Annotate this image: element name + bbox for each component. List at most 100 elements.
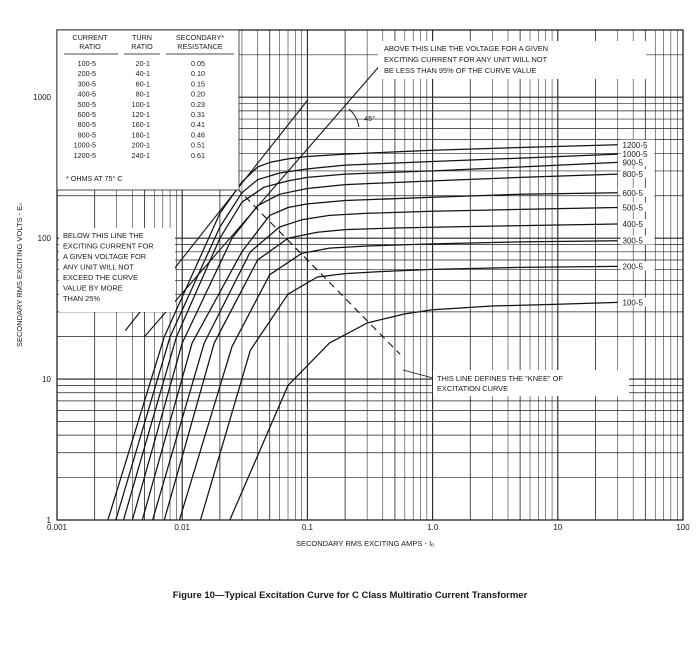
table-cell-resistance: 0.23 <box>191 100 205 109</box>
series-label-400-5: 400-5 <box>623 220 644 229</box>
table-header-line2: RATIO <box>131 42 153 51</box>
below-note-line: EXCITING CURRENT FOR <box>63 242 154 251</box>
tick-labels-layer: 0.001 0.01 0.1 1.0 10 100 1 10 100 1000 <box>33 93 690 532</box>
below-note-line: THAN 25% <box>63 294 100 303</box>
x-tick-label: 0.001 <box>47 523 68 532</box>
below-note-line: A GIVEN VOLTAGE FOR <box>63 252 146 261</box>
table-cell-resistance: 0.15 <box>191 79 205 88</box>
knee-note-line: EXCITATION CURVE <box>437 384 508 393</box>
table-cell-turn-ratio: 40-1 <box>136 69 150 78</box>
y-tick-label: 100 <box>38 234 52 243</box>
y-tick-label: 1000 <box>33 93 51 102</box>
series-line-400-5 <box>163 223 618 521</box>
table-header-line2: RATIO <box>79 42 101 51</box>
x-tick-label: 0.01 <box>174 523 190 532</box>
below-note-box <box>59 228 175 312</box>
series-label-1200-5: 1200-5 <box>623 141 648 150</box>
table-cell-current-ratio: 500-5 <box>78 100 96 109</box>
below-note-line: ANY UNIT WILL NOT <box>63 263 134 272</box>
table-cell-resistance: 0.10 <box>191 69 205 78</box>
series-line-300-5 <box>178 240 618 521</box>
series-label-bg <box>620 297 655 307</box>
table-cell-resistance: 0.41 <box>191 120 205 129</box>
table-cell-current-ratio: 900-5 <box>78 130 96 139</box>
below-note-line: VALUE BY MORE <box>63 284 123 293</box>
table-cell-current-ratio: 100-5 <box>78 59 96 68</box>
table-cell-current-ratio: 300-5 <box>78 79 96 88</box>
series-line-900-5 <box>122 161 618 521</box>
ratio-table-box <box>56 29 240 191</box>
knee-leader <box>402 369 434 379</box>
table-cell-turn-ratio: 100-1 <box>132 100 150 109</box>
table-cell-turn-ratio: 240-1 <box>132 151 150 160</box>
y-axis-label: SECONDARY RMS EXCITING VOLTS - Eₛ <box>15 203 24 347</box>
knee-line-note: THIS LINE DEFINES THE "KNEE" OFEXCITATIO… <box>402 369 563 393</box>
table-cell-resistance: 0.61 <box>191 151 205 160</box>
table-header-line1: CURRENT <box>72 33 108 42</box>
table-cell-turn-ratio: 180-1 <box>132 130 150 139</box>
angle-arc <box>348 108 360 128</box>
table-header-line2: RESISTANCE <box>177 42 223 51</box>
series-label-600-5: 600-5 <box>623 189 644 198</box>
figure-caption: Figure 10—Typical Excitation Curve for C… <box>173 590 528 601</box>
above-note-line: EXCITING CURRENT FOR ANY UNIT WILL NOT <box>384 55 548 64</box>
series-label-500-5: 500-5 <box>623 204 644 213</box>
table-cell-resistance: 0.05 <box>191 59 205 68</box>
above-note-box <box>378 41 646 79</box>
table-cell-current-ratio: 800-5 <box>78 120 96 129</box>
series-line-1000-5 <box>115 153 618 521</box>
table-cell-current-ratio: 200-5 <box>78 69 96 78</box>
series-label-bg <box>620 235 655 245</box>
x-tick-label: 1.0 <box>427 523 439 532</box>
series-label-bg <box>620 157 655 167</box>
series-label-800-5: 800-5 <box>623 170 644 179</box>
series-label-bg <box>620 169 655 179</box>
series-label-900-5: 900-5 <box>623 158 644 167</box>
below-note-line: BELOW THIS LINE THE <box>63 231 144 240</box>
series-line-500-5 <box>152 206 618 521</box>
table-header-line1: TURN <box>132 33 152 42</box>
series-line-200-5 <box>199 265 618 521</box>
knee-line <box>219 170 401 355</box>
knee-note-box <box>433 370 629 396</box>
above-line-note: ABOVE THIS LINE THE VOLTAGE FOR A GIVEN E… <box>384 44 548 75</box>
table-cell-turn-ratio: 20-1 <box>136 59 150 68</box>
table-footnote: * OHMS AT 75° C <box>66 174 123 183</box>
series-label-bg <box>620 139 655 149</box>
x-tick-label: 100 <box>676 523 690 532</box>
below-note-line: EXCEED THE CURVE <box>63 273 138 282</box>
knee-note-line: THIS LINE DEFINES THE "KNEE" OF <box>437 374 563 383</box>
series-label-bg <box>620 202 655 212</box>
table-cell-current-ratio: 600-5 <box>78 110 96 119</box>
table-cell-resistance: 0.20 <box>191 90 205 99</box>
series-label-300-5: 300-5 <box>623 237 644 246</box>
angle-label: 45° <box>364 114 375 123</box>
series-label-200-5: 200-5 <box>623 262 644 271</box>
series-label-bg <box>620 187 655 197</box>
series-label-bg <box>620 261 655 271</box>
x-tick-label: 10 <box>553 523 562 532</box>
above-note-line: BE LESS THAN 95% OF THE CURVE VALUE <box>384 66 536 75</box>
table-cell-resistance: 0.51 <box>191 141 205 150</box>
series-label-1000-5: 1000-5 <box>623 150 648 159</box>
series-line-800-5 <box>131 173 618 521</box>
table-cell-current-ratio: 1000-5 <box>74 141 96 150</box>
series-line-600-5 <box>141 192 618 521</box>
y-tick-label: 1 <box>47 516 52 525</box>
table-header-line1: SECONDARY* <box>176 33 224 42</box>
table-cell-turn-ratio: 160-1 <box>132 120 150 129</box>
series-line-1200-5 <box>107 144 618 521</box>
x-tick-label: 0.1 <box>302 523 314 532</box>
table-cell-resistance: 0.31 <box>191 110 205 119</box>
table-cell-resistance: 0.46 <box>191 130 205 139</box>
series-label-bg <box>620 149 655 159</box>
above-note-line: ABOVE THIS LINE THE VOLTAGE FOR A GIVEN <box>384 44 548 53</box>
table-cell-turn-ratio: 120-1 <box>132 110 150 119</box>
table-cell-current-ratio: 1200-5 <box>74 151 96 160</box>
table-cell-turn-ratio: 200-1 <box>132 141 150 150</box>
ratio-table: CURRENTRATIOTURNRATIOSECONDARY*RESISTANC… <box>64 33 234 183</box>
table-cell-turn-ratio: 80-1 <box>136 90 150 99</box>
